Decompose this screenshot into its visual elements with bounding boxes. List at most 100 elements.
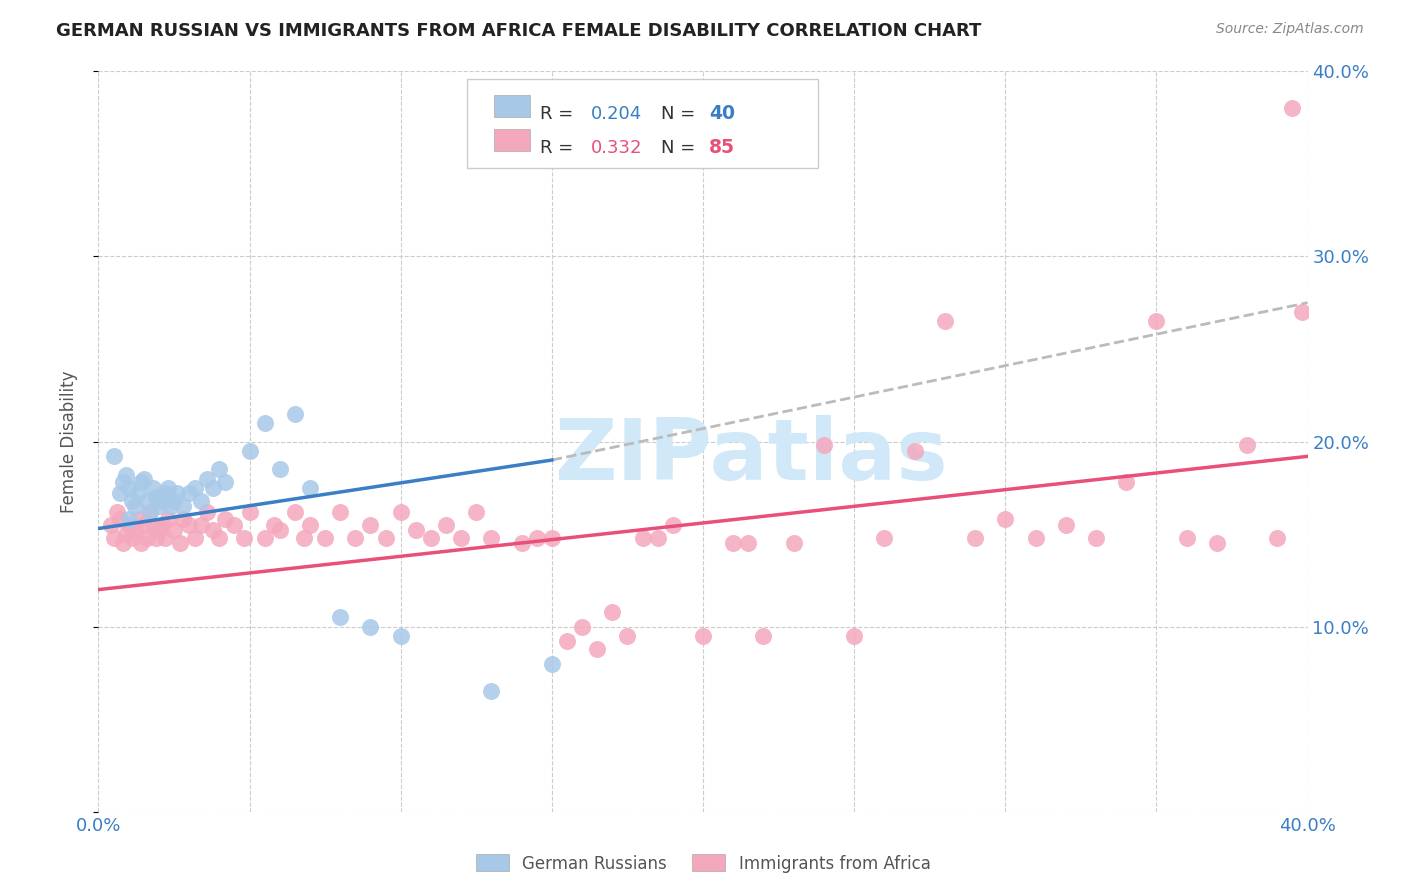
Point: [481, 684, 503, 698]
Point: [783, 536, 806, 550]
Point: [1236, 438, 1258, 452]
Point: [150, 493, 173, 508]
Point: [224, 517, 246, 532]
Point: [1115, 475, 1137, 490]
Point: [360, 619, 382, 633]
Point: [465, 505, 488, 519]
Point: [118, 512, 141, 526]
Point: [127, 512, 149, 526]
Point: [108, 486, 131, 500]
Point: [269, 524, 291, 538]
Point: [148, 524, 170, 538]
Point: [269, 462, 291, 476]
Point: [135, 531, 157, 545]
Point: [172, 512, 194, 526]
Point: [965, 531, 987, 545]
Point: [1144, 314, 1167, 328]
Point: [100, 517, 122, 532]
Text: 85: 85: [709, 138, 735, 157]
Point: [163, 493, 186, 508]
Point: [586, 641, 609, 656]
Point: [108, 512, 131, 526]
Text: GERMAN RUSSIAN VS IMMIGRANTS FROM AFRICA FEMALE DISABILITY CORRELATION CHART: GERMAN RUSSIAN VS IMMIGRANTS FROM AFRICA…: [56, 22, 981, 40]
Point: [420, 531, 443, 545]
Point: [124, 524, 146, 538]
Point: [214, 475, 236, 490]
Point: [129, 536, 152, 550]
Point: [344, 531, 367, 545]
Text: R =: R =: [540, 104, 579, 122]
Point: [813, 438, 835, 452]
Point: [1024, 531, 1046, 545]
Point: [299, 517, 322, 532]
Point: [153, 486, 176, 500]
Point: [329, 610, 352, 624]
Point: [202, 481, 225, 495]
Text: 0.204: 0.204: [591, 104, 641, 122]
Point: [132, 472, 155, 486]
Point: [571, 619, 593, 633]
Point: [124, 500, 146, 514]
FancyBboxPatch shape: [467, 78, 818, 168]
FancyBboxPatch shape: [494, 129, 530, 152]
Point: [208, 531, 231, 545]
Point: [329, 505, 352, 519]
Y-axis label: Female Disability: Female Disability: [59, 370, 77, 513]
Point: [661, 517, 683, 532]
Point: [299, 481, 322, 495]
Point: [103, 450, 125, 464]
Point: [253, 416, 276, 430]
Text: R =: R =: [540, 138, 579, 157]
Point: [284, 407, 307, 421]
Point: [314, 531, 336, 545]
Point: [135, 493, 157, 508]
Point: [190, 493, 212, 508]
Point: [292, 531, 315, 545]
Point: [253, 531, 276, 545]
Point: [195, 472, 218, 486]
Point: [142, 517, 165, 532]
Point: [616, 629, 638, 643]
Point: [481, 531, 503, 545]
Text: 0.332: 0.332: [591, 138, 643, 157]
Point: [360, 517, 382, 532]
Point: [1281, 101, 1303, 115]
Point: [145, 490, 167, 504]
Point: [114, 527, 136, 541]
Point: [389, 629, 412, 643]
Point: [994, 512, 1017, 526]
Point: [540, 657, 562, 671]
Point: [142, 481, 165, 495]
Point: [873, 531, 896, 545]
Point: [723, 536, 745, 550]
Point: [214, 512, 236, 526]
Point: [139, 505, 162, 519]
Point: [434, 517, 457, 532]
Point: [263, 517, 285, 532]
Point: [184, 531, 207, 545]
Point: [389, 505, 412, 519]
Point: [555, 634, 578, 648]
Point: [1175, 531, 1198, 545]
Point: [172, 500, 194, 514]
Text: N =: N =: [661, 104, 700, 122]
Point: [752, 629, 775, 643]
FancyBboxPatch shape: [494, 95, 530, 117]
Point: [127, 486, 149, 500]
Point: [145, 531, 167, 545]
Point: [239, 443, 262, 458]
Point: [934, 314, 956, 328]
Point: [156, 481, 179, 495]
Point: [647, 531, 669, 545]
Point: [737, 536, 759, 550]
Point: [150, 517, 173, 532]
Point: [904, 443, 927, 458]
Point: [121, 531, 143, 545]
Point: [132, 517, 155, 532]
Point: [195, 505, 218, 519]
Point: [114, 467, 136, 482]
Point: [510, 536, 533, 550]
Point: [450, 531, 472, 545]
Text: Source: ZipAtlas.com: Source: ZipAtlas.com: [1216, 22, 1364, 37]
Point: [156, 512, 179, 526]
